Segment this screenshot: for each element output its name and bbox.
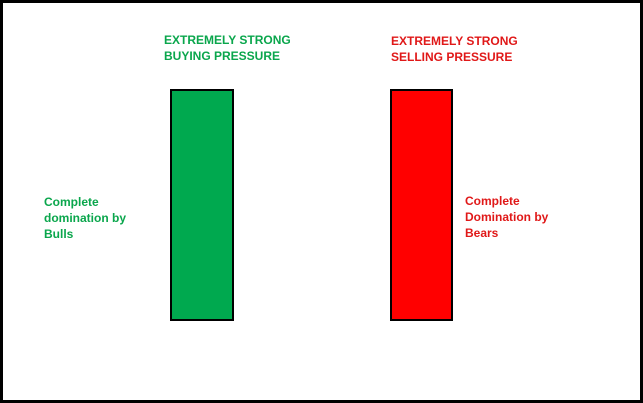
bullish-note: Complete domination by Bulls [44,195,126,241]
bullish-title: EXTREMELY STRONG BUYING PRESSURE [164,33,291,63]
bullish-candle [170,89,234,321]
bearish-title: EXTREMELY STRONG SELLING PRESSURE [391,34,518,64]
bearish-note: Complete Domination by Bears [465,194,549,240]
bearish-candle [390,89,453,321]
